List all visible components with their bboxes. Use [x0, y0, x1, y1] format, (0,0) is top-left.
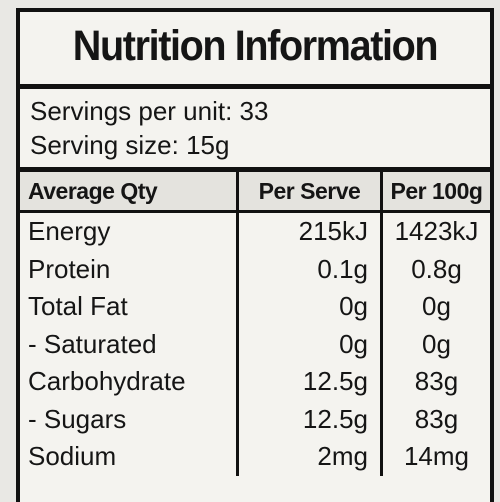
- column-header: Per Serve: [236, 172, 380, 210]
- table-cell: Sodium: [28, 441, 117, 472]
- table-cell: 2mg: [236, 438, 380, 476]
- column-header: Per 100g: [380, 172, 490, 210]
- table-cell: 12.5g: [236, 400, 380, 438]
- table-cell: 14mg: [380, 438, 490, 476]
- table-cell: 1423kJ: [380, 213, 490, 251]
- table-row: - Sugars 12.5g 83g: [20, 400, 490, 438]
- header-row: Average Qty Per Serve Per 100g: [20, 172, 490, 213]
- title: Nutrition Information: [72, 22, 439, 70]
- table-cell: - Saturated: [28, 328, 157, 359]
- rule: [20, 167, 490, 172]
- servings-line: Servings per unit: 33: [30, 96, 269, 126]
- nutrition-table: Average Qty Per Serve Per 100g Energy 215kJ 1…: [20, 172, 490, 476]
- table-row: Protein 0.1g 0.8g: [20, 250, 490, 288]
- table-cell: 83g: [380, 400, 490, 438]
- table-cell: 0.1g: [236, 250, 380, 288]
- table-cell: 0g: [236, 325, 380, 363]
- table-cell: 12.5g: [236, 363, 380, 401]
- table-row: - Saturated 0g 0g: [20, 325, 490, 363]
- table-row: Total Fat 0g 0g: [20, 288, 490, 326]
- table-cell: 0g: [380, 288, 490, 326]
- table-cell: 215kJ: [236, 213, 380, 251]
- servings-line: Serving size: 15g: [30, 130, 230, 160]
- table-cell: 83g: [380, 363, 490, 401]
- table-cell: 0.8g: [380, 250, 490, 288]
- page: Nutrition Information Servings per unit:…: [16, 8, 494, 502]
- rule: [20, 84, 490, 89]
- table-cell: - Sugars: [28, 403, 127, 434]
- table-cell: Protein: [28, 253, 111, 284]
- table-cell: Carbohydrate: [28, 366, 186, 397]
- table-cell: 0g: [380, 325, 490, 363]
- table-cell: Energy: [28, 216, 111, 247]
- table-row: Energy 215kJ 1423kJ: [20, 213, 490, 251]
- column-header: Average Qty: [28, 177, 158, 204]
- nutrition-label: Nutrition Information Servings per unit:…: [16, 8, 494, 502]
- table-row: Sodium 2mg 14mg: [20, 438, 490, 476]
- table-row: Carbohydrate 12.5g 83g: [20, 363, 490, 401]
- table-cell: 0g: [236, 288, 380, 326]
- table-cell: Total Fat: [28, 291, 128, 322]
